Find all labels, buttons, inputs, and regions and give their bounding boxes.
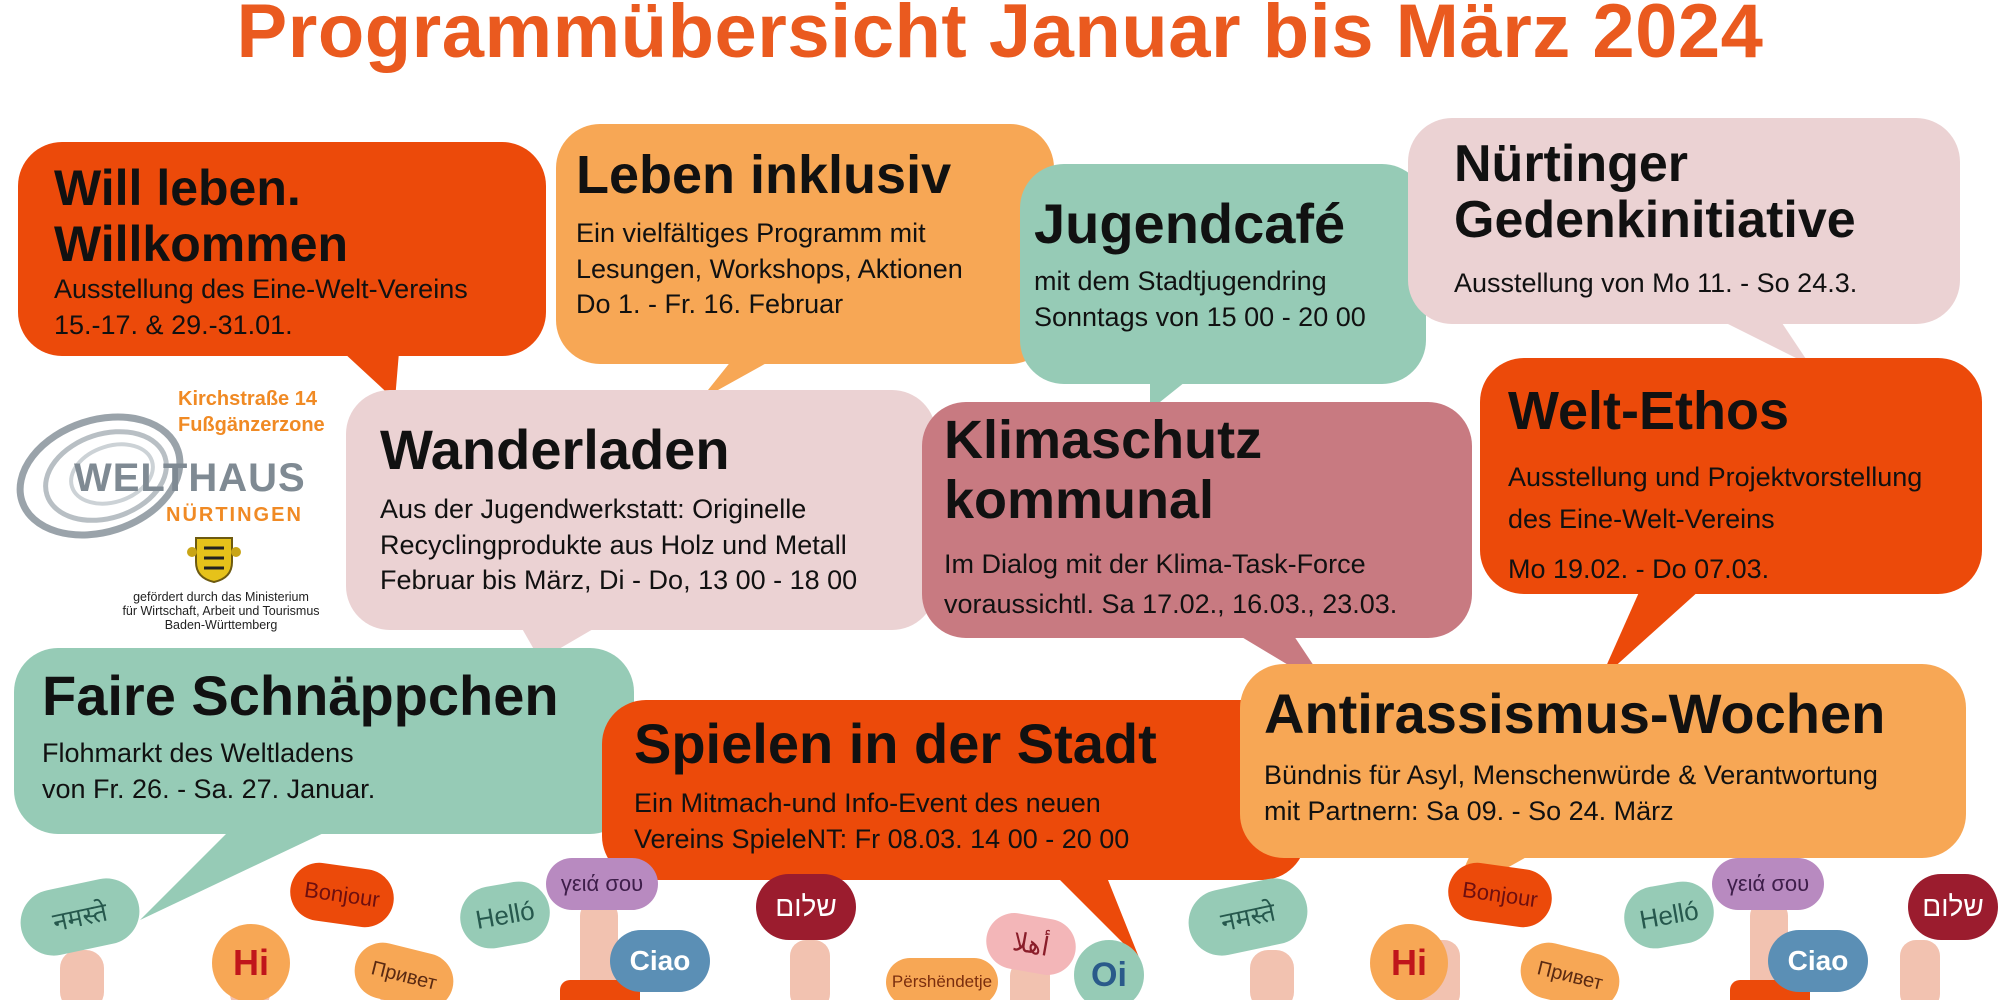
- event-detail: Do 1. - Fr. 16. Februar: [576, 289, 844, 320]
- event-title-line: Willkommen: [54, 216, 349, 272]
- tail-spielen: [1040, 860, 1140, 960]
- event-title: Spielen in der Stadt: [634, 712, 1157, 775]
- bubble-nuertinger: Nürtinger Gedenkinitiative Ausstellung v…: [1408, 118, 1960, 324]
- greeting-hands-illustration: नमस्ते Hi Bonjour Привет Helló γειά σου …: [0, 840, 2000, 1000]
- bubble-wanderladen: Wanderladen Aus der Jugendwerkstatt: Ori…: [346, 390, 936, 630]
- greeting-bubble: שלום: [756, 874, 856, 940]
- event-detail: voraussichtl. Sa 17.02., 16.03., 23.03.: [944, 589, 1398, 619]
- event-detail: Vereins SpieleNT: Fr 08.03. 14 00 - 20 0…: [634, 823, 1130, 854]
- event-detail: Recyclingprodukte aus Holz und Metall: [380, 529, 847, 560]
- greeting-bubble: Ciao: [1768, 930, 1868, 992]
- funding-line: gefördert durch das Ministerium: [133, 590, 309, 604]
- logo-name: WELTHAUS: [74, 456, 306, 500]
- bubble-will-leben: Will leben. Willkommen Ausstellung des E…: [18, 142, 546, 356]
- logo-subname: NÜRTINGEN: [166, 504, 303, 526]
- event-title: Welt-Ethos: [1508, 381, 1789, 441]
- event-detail: Sonntags von 15 00 - 20 00: [1034, 301, 1366, 332]
- event-detail: Februar bis März, Di - Do, 13 00 - 18 00: [380, 565, 858, 596]
- event-title-line: Gedenkinitiative: [1454, 191, 1856, 249]
- event-detail: Im Dialog mit der Klima-Task-Force: [944, 549, 1366, 579]
- event-title-line: Nürtinger: [1454, 135, 1688, 193]
- funding-line: Baden-Württemberg: [164, 618, 278, 632]
- event-detail: Ausstellung des Eine-Welt-Vereins: [54, 274, 468, 304]
- greeting-bubble: Oi: [1074, 940, 1144, 1000]
- address-line: Kirchstraße 14: [178, 388, 317, 410]
- address-line: Fußgänzerzone: [178, 414, 325, 436]
- event-detail: Bündnis für Asyl, Menschenwürde & Verant…: [1264, 760, 1878, 790]
- event-title: Leben inklusiv: [576, 145, 952, 205]
- event-detail: Mo 19.02. - Do 07.03.: [1508, 554, 1770, 584]
- event-detail: Ausstellung und Projektvorstellung: [1508, 462, 1923, 492]
- tail-nuertinger: [1720, 320, 1810, 365]
- bubble-jugendcafe: Jugendcafé mit dem Stadtjugendring Sonnt…: [1020, 164, 1426, 384]
- bubble-welt-ethos: Welt-Ethos Ausstellung und Projektvorste…: [1480, 358, 1982, 594]
- greeting-bubble: שלום: [1908, 874, 1998, 940]
- bubble-leben-inklusiv: Leben inklusiv Ein vielfältiges Programm…: [556, 124, 1054, 364]
- event-detail: Ein vielfältiges Programm mit: [576, 218, 926, 248]
- event-detail: Ein Mitmach-und Info-Event des neuen: [634, 788, 1101, 818]
- event-detail: Lesungen, Workshops, Aktionen: [576, 253, 963, 284]
- greeting-bubble: Hi: [1370, 924, 1448, 1000]
- coat-of-arms-icon: [187, 537, 241, 584]
- event-detail: mit dem Stadtjugendring: [1034, 266, 1327, 296]
- event-detail: von Fr. 26. - Sa. 27. Januar.: [42, 773, 376, 804]
- event-title: Antirassismus-Wochen: [1264, 682, 1886, 745]
- bubble-antirassismus: Antirassismus-Wochen Bündnis für Asyl, M…: [1240, 664, 1966, 858]
- event-title: Wanderladen: [380, 418, 730, 481]
- bubble-spielen: Spielen in der Stadt Ein Mitmach-und Inf…: [602, 700, 1306, 880]
- event-detail: 15.-17. & 29.-31.01.: [54, 309, 293, 340]
- greeting-bubble: γειά σου: [546, 858, 658, 910]
- tail-faire: [140, 830, 330, 920]
- event-detail: Aus der Jugendwerkstatt: Originelle: [380, 494, 807, 524]
- page-title: Programmübersicht Januar bis März 2024: [236, 0, 1764, 74]
- event-detail: des Eine-Welt-Vereins: [1508, 504, 1775, 534]
- event-detail: Flohmarkt des Weltladens: [42, 738, 354, 768]
- globe-swirl-icon: [16, 413, 184, 539]
- event-detail: Ausstellung von Mo 11. - So 24.3.: [1454, 268, 1858, 298]
- bubble-klimaschutz: Klimaschutz kommunal Im Dialog mit der K…: [922, 402, 1472, 638]
- greeting-bubble: Ciao: [610, 930, 710, 992]
- tail-welt-ethos: [1600, 590, 1700, 680]
- event-title-line: Will leben.: [54, 160, 301, 216]
- event-title-line: Klimaschutz: [944, 410, 1263, 470]
- greeting-bubble: γειά σου: [1712, 858, 1824, 910]
- welthaus-logo-block: Kirchstraße 14 Fußgänzerzone WELTHAUS NÜ…: [10, 384, 340, 634]
- greeting-bubble: Hi: [212, 924, 290, 1000]
- event-title-line: kommunal: [944, 470, 1215, 530]
- greeting-bubble: Përshëndetje: [886, 958, 998, 1000]
- event-title: Jugendcafé: [1034, 192, 1346, 255]
- event-detail: mit Partnern: Sa 09. - So 24. März: [1264, 795, 1674, 826]
- event-title: Faire Schnäppchen: [42, 664, 559, 727]
- bubble-faire: Faire Schnäppchen Flohmarkt des Weltlade…: [14, 648, 634, 834]
- funding-line: für Wirtschaft, Arbeit und Tourismus: [122, 604, 320, 618]
